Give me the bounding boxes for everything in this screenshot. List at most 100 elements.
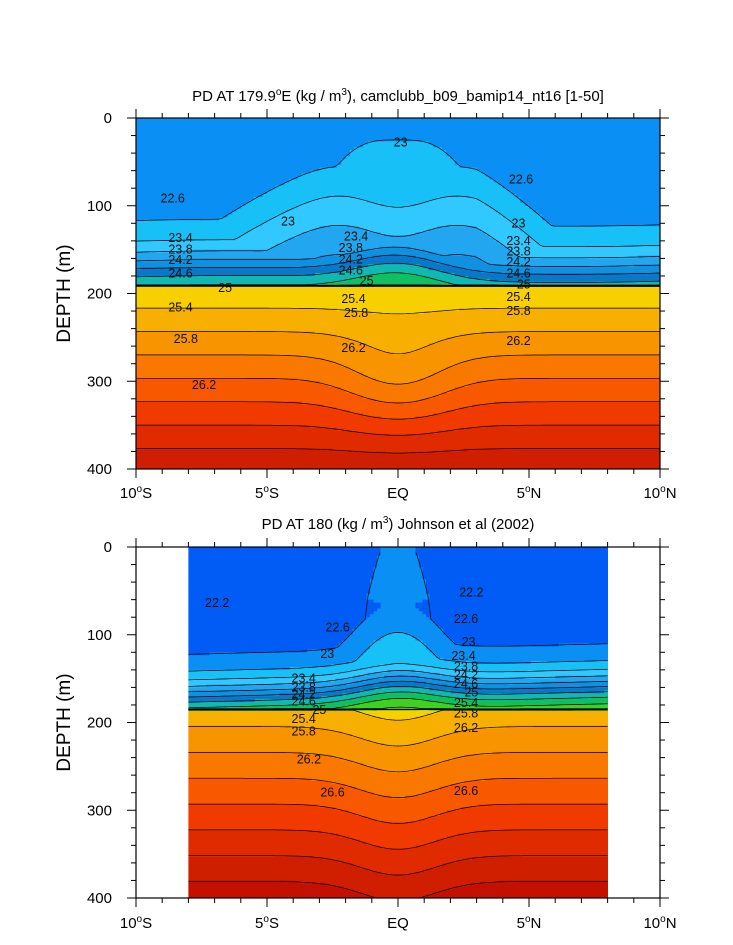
contour-label: 22.6	[509, 172, 533, 186]
contour-band	[422, 640, 455, 645]
contour-band	[188, 789, 368, 794]
contour-band	[136, 173, 303, 178]
contour-band	[136, 167, 320, 172]
contour-band	[136, 384, 329, 388]
contour-band	[476, 196, 521, 201]
contour-band	[415, 202, 486, 207]
contour-band	[319, 255, 373, 259]
contour-line	[188, 680, 608, 698]
contour-band	[376, 378, 421, 382]
contour-band	[136, 395, 364, 400]
contour-band	[319, 167, 478, 172]
contour-band	[537, 240, 660, 245]
contour-band	[367, 229, 430, 233]
contour-band	[463, 448, 660, 453]
contour-band	[446, 153, 660, 157]
contour-band	[188, 631, 354, 636]
contour-band	[310, 170, 482, 175]
y-tick-label: 0	[104, 110, 112, 127]
contour-band	[489, 205, 530, 210]
contour-band	[240, 235, 299, 239]
contour-lines	[136, 139, 660, 454]
contour-band	[301, 173, 486, 178]
contour-band	[297, 235, 491, 239]
contour-label: 25.8	[344, 306, 368, 320]
contour-line	[136, 195, 660, 248]
contour-band	[380, 202, 417, 207]
contour-band	[136, 261, 342, 265]
contour-label: 23.8	[339, 241, 363, 255]
contour-band	[507, 217, 543, 221]
contour-band	[411, 381, 478, 385]
contour-band	[363, 144, 434, 148]
contour-band	[494, 401, 660, 406]
contour-band	[480, 170, 660, 175]
contour-band	[443, 628, 608, 633]
contour-band	[136, 428, 338, 432]
contour-band	[188, 754, 333, 759]
contour-label: 26.2	[192, 378, 216, 392]
contour-band	[188, 725, 291, 729]
contour-band	[188, 862, 354, 867]
contour-band	[377, 608, 420, 612]
contour-band	[188, 596, 368, 601]
contour-band	[188, 880, 298, 884]
contour-band	[520, 229, 660, 233]
contour-band	[415, 547, 608, 551]
contour-band	[446, 810, 608, 814]
contour-band	[136, 129, 660, 134]
contour-band	[359, 710, 438, 715]
contour-band	[352, 862, 445, 867]
contour-band	[136, 237, 238, 242]
contour-band	[188, 617, 368, 621]
contour-line	[188, 829, 608, 850]
contour-label: 23.8	[292, 680, 316, 694]
contour-band	[373, 766, 424, 770]
contour-band	[436, 655, 608, 659]
contour-band	[136, 390, 347, 394]
contour-band	[341, 158, 456, 163]
contour-band	[356, 625, 441, 630]
contour-band	[467, 384, 660, 388]
contour-band	[384, 769, 413, 773]
contour-band	[249, 199, 312, 204]
contour-line	[136, 307, 660, 315]
contour-band	[336, 334, 460, 338]
contour-band	[188, 710, 361, 715]
contour-band	[209, 652, 364, 656]
contour-band	[356, 658, 445, 662]
contour-band	[418, 608, 608, 612]
contour-band	[370, 587, 427, 592]
contour-band	[188, 801, 608, 805]
x-tick-label: EQ	[387, 485, 409, 502]
contour-band	[188, 859, 340, 864]
contour-line	[136, 354, 660, 385]
contour-band	[188, 783, 347, 788]
contour-band	[450, 637, 608, 642]
contour-band	[331, 754, 465, 759]
contour-band	[633, 264, 660, 268]
contour-band	[352, 631, 392, 636]
contour-band	[188, 865, 361, 870]
contour-label: 25.4	[454, 696, 478, 710]
contour-band	[425, 587, 608, 592]
contour-band	[188, 763, 364, 767]
contour-band	[188, 719, 608, 724]
contour-band	[188, 637, 347, 642]
x-tick-label: 5oN	[517, 914, 542, 932]
contour-band	[136, 319, 660, 324]
contour-band	[352, 760, 445, 765]
contour-band	[354, 392, 443, 397]
contour-band	[558, 643, 608, 648]
contour-label: 24.6	[339, 264, 363, 278]
contour-band	[188, 769, 385, 773]
contour-band	[428, 199, 482, 204]
contour-band	[188, 623, 361, 627]
contour-band	[450, 390, 660, 394]
contour-band	[136, 357, 325, 362]
contour-band	[370, 895, 427, 898]
contour-band	[245, 232, 303, 236]
contour-label: 23	[512, 216, 526, 230]
contour-band	[188, 579, 371, 583]
contour-band	[188, 549, 382, 554]
